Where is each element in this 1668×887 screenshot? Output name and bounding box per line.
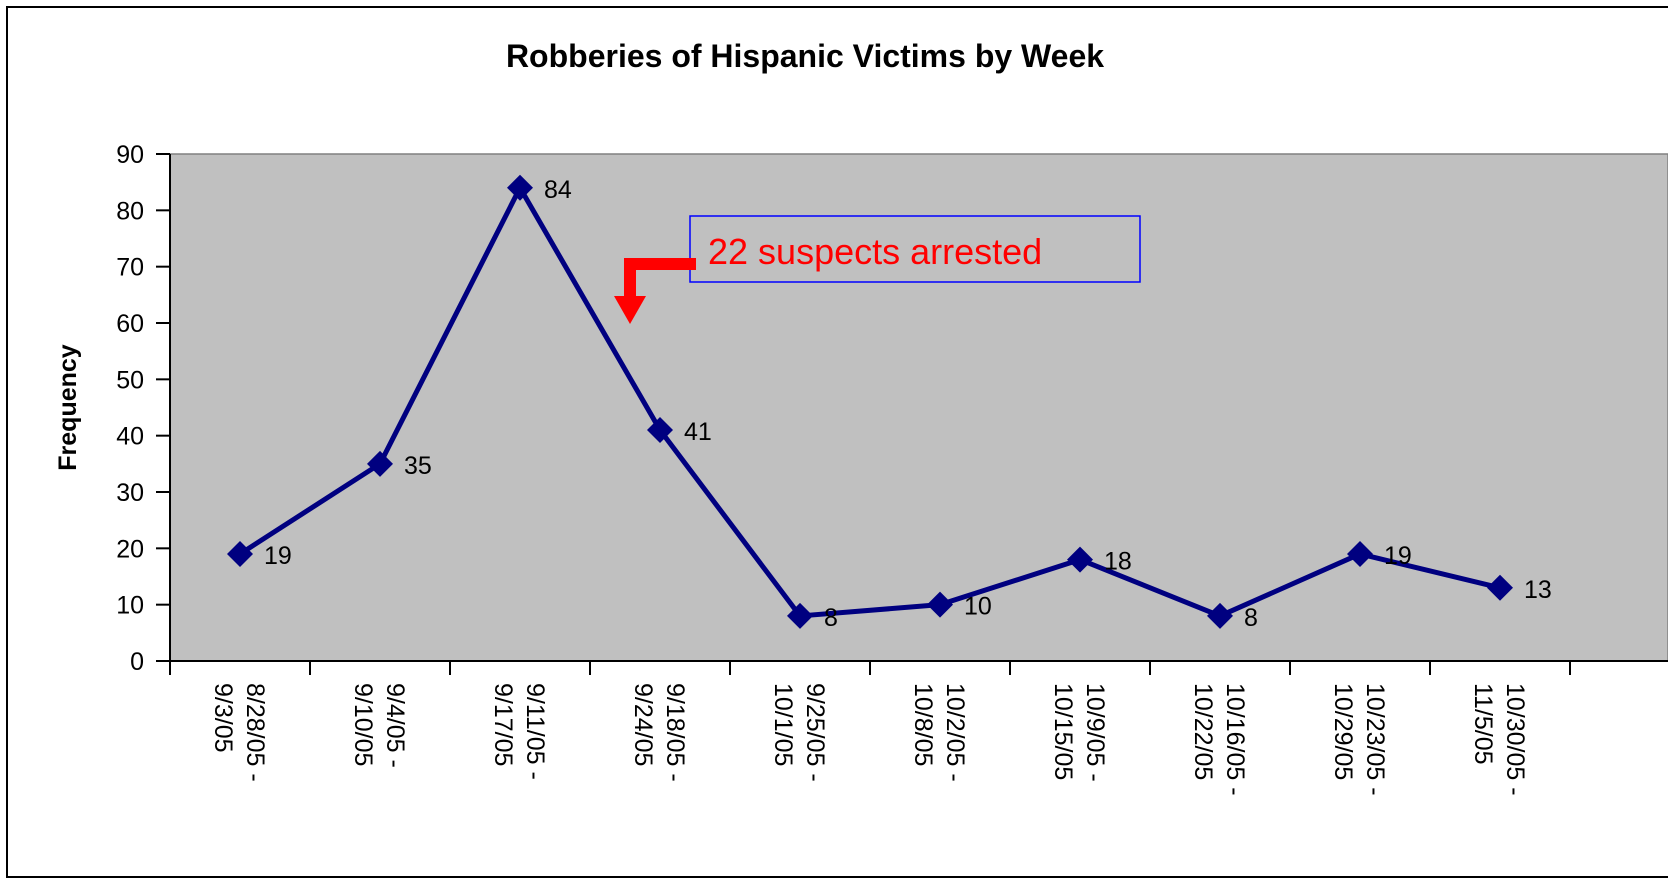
data-label: 10 <box>964 593 992 621</box>
x-tick-label: 9/4/05 -9/10/05 <box>349 683 409 768</box>
data-markers <box>227 174 1513 629</box>
data-point <box>367 450 393 477</box>
y-tick-label: 40 <box>116 423 144 451</box>
x-tick-label-line: 10/15/05 <box>1049 683 1077 780</box>
data-point <box>1207 602 1233 629</box>
y-tick-label: 70 <box>116 254 144 282</box>
data-label: 19 <box>264 542 292 570</box>
y-tick-label: 30 <box>116 479 144 507</box>
x-tick-label-line: 10/16/05 - <box>1221 683 1249 796</box>
data-label: 41 <box>684 418 712 446</box>
x-tick-label-line: 10/23/05 - <box>1361 683 1389 796</box>
y-tick-label: 0 <box>130 648 144 676</box>
x-tick-label: 9/11/05 -9/17/05 <box>489 683 549 780</box>
y-tick-label: 90 <box>116 141 144 169</box>
data-labels: 19 35 84 41 8 10 18 8 19 13 <box>264 176 1552 632</box>
annotation-box <box>689 215 1141 283</box>
x-tick-label: 10/23/05 -10/29/05 <box>1329 683 1389 796</box>
series-line <box>238 185 1501 619</box>
data-point <box>787 602 813 629</box>
x-tick-label-line: 9/11/05 - <box>521 683 549 780</box>
x-tick-label: 9/18/05 -9/24/05 <box>629 683 689 782</box>
x-tick-label-line: 9/18/05 - <box>661 683 689 782</box>
x-tick-label-line: 9/3/05 <box>209 683 237 753</box>
x-tick-label: 10/16/05 -10/22/05 <box>1189 683 1249 796</box>
data-label: 19 <box>1384 542 1412 570</box>
data-point <box>927 591 953 618</box>
data-point <box>507 174 533 201</box>
x-tick-label: 10/9/05 -10/15/05 <box>1049 683 1109 782</box>
data-label: 18 <box>1104 548 1132 576</box>
annotation-arrow <box>614 258 696 324</box>
y-axis-label: Frequency <box>54 344 82 471</box>
x-tick-label-line: 11/5/05 <box>1469 683 1497 765</box>
x-tick-label-line: 9/10/05 <box>349 683 377 766</box>
data-label: 13 <box>1524 576 1552 604</box>
x-tick-label-line: 10/30/05 - <box>1501 683 1529 796</box>
data-label: 35 <box>404 452 432 480</box>
y-axis: 0 10 20 30 40 50 60 70 80 90 <box>116 141 171 676</box>
y-tick-label: 10 <box>116 592 144 620</box>
x-tick-label: 8/28/05 -9/3/05 <box>209 683 269 782</box>
x-tick-label-line: 10/29/05 <box>1329 683 1357 780</box>
x-tick-label-line: 10/22/05 <box>1189 683 1217 780</box>
data-point <box>1487 574 1513 601</box>
data-point <box>227 540 253 567</box>
x-tick-label: 10/2/05 -10/8/05 <box>909 683 969 782</box>
chart-title: Robberies of Hispanic Victims by Week <box>505 38 1105 74</box>
x-tick-label-line: 9/25/05 - <box>801 683 829 782</box>
x-tick-label-line: 9/4/05 - <box>381 683 409 768</box>
data-point <box>647 417 673 444</box>
annotation: 22 suspects arrested <box>614 215 1141 324</box>
x-tick-label: 10/30/05 -11/5/05 <box>1469 683 1529 796</box>
y-tick-label: 20 <box>116 535 144 563</box>
x-tick-label-line: 10/8/05 <box>909 683 937 766</box>
x-tick-label: 9/25/05 -10/1/05 <box>769 683 829 782</box>
data-point <box>1067 546 1093 573</box>
y-tick-label: 50 <box>116 366 144 394</box>
data-point <box>1347 540 1373 567</box>
data-label: 8 <box>824 604 838 632</box>
x-tick-label-line: 10/2/05 - <box>941 683 969 782</box>
x-axis: 8/28/05 -9/3/05 9/4/05 -9/10/05 9/11/05 -9… <box>169 660 1668 796</box>
x-tick-label-line: 9/24/05 <box>629 683 657 766</box>
x-tick-label-line: 10/9/05 - <box>1081 683 1109 782</box>
y-tick-label: 80 <box>116 197 144 225</box>
x-tick-label-line: 9/17/05 <box>489 683 517 766</box>
y-tick-label: 60 <box>116 310 144 338</box>
data-label: 84 <box>544 176 572 204</box>
x-tick-label-line: 10/1/05 <box>769 683 797 766</box>
annotation-text: 22 suspects arrested <box>708 231 1042 272</box>
data-label: 8 <box>1244 604 1258 632</box>
x-tick-label-line: 8/28/05 - <box>241 683 269 782</box>
